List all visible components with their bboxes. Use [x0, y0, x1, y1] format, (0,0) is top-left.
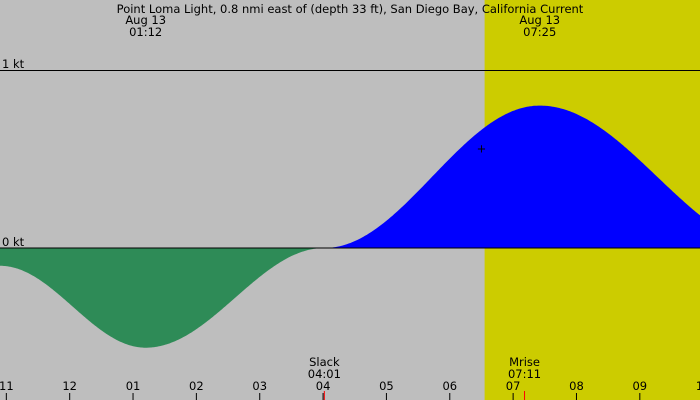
- hour-tick-label: 01: [126, 379, 141, 393]
- extrema-time: 01:12: [129, 25, 162, 39]
- current-areas: [0, 105, 700, 348]
- now-marker: +: [477, 141, 487, 155]
- hour-tick-label: 12: [62, 379, 77, 393]
- hour-tick-label: 08: [569, 379, 584, 393]
- hour-tick-label: 02: [189, 379, 204, 393]
- hour-tick-label: 11: [0, 379, 14, 393]
- ebb-area: [0, 248, 325, 348]
- hour-tick-label: 09: [632, 379, 647, 393]
- hour-tick-label: 04: [316, 379, 331, 393]
- bottom-events: Slack04:01Mrise07:11Slack11:08Slack15:38…: [308, 355, 541, 400]
- extrema-time: 07:25: [523, 25, 556, 39]
- hour-tick-label: 06: [442, 379, 457, 393]
- y-axis-labels: 1 kt 0 kt: [2, 57, 25, 249]
- extrema-date: Aug 13: [519, 13, 560, 27]
- event-time: 07:11: [508, 367, 541, 381]
- y-tick-label: 0 kt: [2, 235, 25, 249]
- hour-tick-label: 10: [696, 379, 700, 393]
- event-label: Slack: [309, 355, 340, 369]
- hour-tick-label: 05: [379, 379, 394, 393]
- hour-axis: 11 12 01 02 03 04 05 06 07 08 09 10: [0, 379, 700, 400]
- event-time: 04:01: [308, 367, 341, 381]
- event-label: Mrise: [509, 355, 540, 369]
- hour-tick-label: 03: [252, 379, 267, 393]
- y-tick-label: 1 kt: [2, 57, 25, 71]
- extrema-date: Aug 13: [125, 13, 166, 27]
- chart-title: Point Loma Light, 0.8 nmi east of (depth…: [117, 2, 584, 16]
- flood-area: [324, 105, 700, 248]
- hour-tick-label: 07: [506, 379, 521, 393]
